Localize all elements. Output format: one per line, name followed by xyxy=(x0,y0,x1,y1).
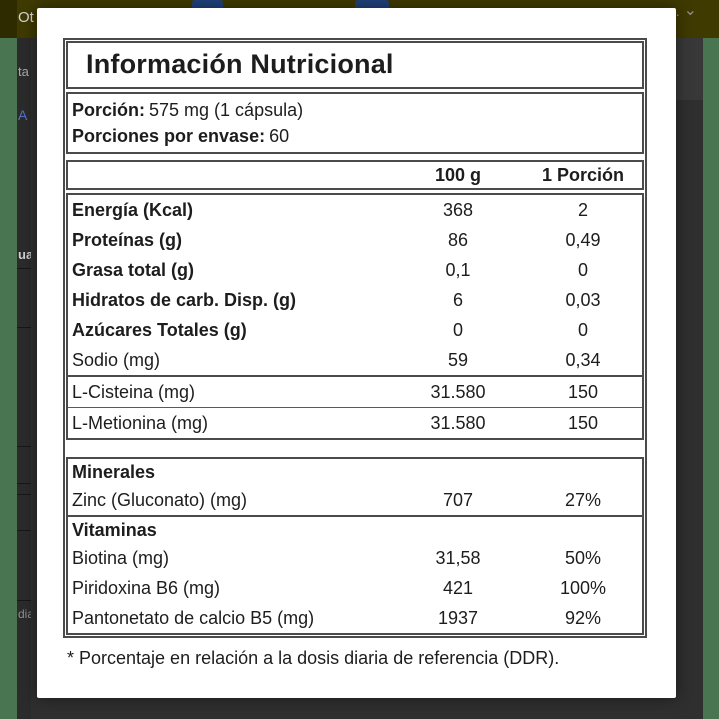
serving-info: Porción: 575 mg (1 cápsula) Porciones por… xyxy=(66,92,644,154)
nutrient-portion: 27% xyxy=(564,489,602,510)
nutrition-modal: Información Nutricional Porción: 575 mg (… xyxy=(37,8,676,698)
nutrient-per100: 707 xyxy=(442,489,474,510)
nutrient-label: Hidratos de carb. Disp. (g) xyxy=(72,289,297,310)
nutrition-title: Información Nutricional xyxy=(66,41,644,89)
nutrient-portion: 0 xyxy=(577,319,588,340)
column-header-per100: 100 g xyxy=(434,164,482,185)
section-header-row: Vitaminas xyxy=(68,515,642,543)
nutrient-label: Grasa total (g) xyxy=(72,259,195,280)
ddr-footnote: * Porcentaje en relación a la dosis diar… xyxy=(67,648,560,668)
table-row: L-Metionina (mg) 31.580 150 xyxy=(68,407,642,438)
nutrient-per100: 6 xyxy=(452,289,463,310)
divider xyxy=(17,530,31,531)
header-button[interactable] xyxy=(355,0,389,8)
divider xyxy=(17,483,31,484)
nutrient-portion: 92% xyxy=(564,607,602,628)
divider xyxy=(17,494,31,495)
main-nutrients-section: Energía (Kcal) 368 2 Proteínas (g) 86 0,… xyxy=(66,193,644,440)
nutrient-portion: 0,03 xyxy=(565,289,601,310)
page-text-fragment: dia xyxy=(18,607,31,621)
serving-size-value: 575 mg (1 cápsula) xyxy=(149,100,304,120)
nutrient-label: L-Metionina (mg) xyxy=(72,412,209,433)
divider xyxy=(17,446,31,447)
column-header-row: 100 g 1 Porción xyxy=(66,160,644,190)
divider xyxy=(17,327,31,328)
nutrient-per100: 421 xyxy=(442,577,474,598)
nutrient-label: Pantonetato de calcio B5 (mg) xyxy=(72,607,315,628)
servings-per-container-value: 60 xyxy=(269,126,290,146)
page-edge-left[interactable] xyxy=(0,36,17,719)
servings-per-container-line: Porciones por envase: 60 xyxy=(72,123,642,149)
table-row: Azúcares Totales (g) 0 0 xyxy=(68,315,642,345)
table-row: Piridoxina B6 (mg) 421 100% xyxy=(68,573,642,603)
table-row: Energía (Kcal) 368 2 xyxy=(68,195,642,225)
table-row: Sodio (mg) 59 0,34 xyxy=(68,345,642,375)
column-header-portion: 1 Porción xyxy=(541,164,625,185)
nutrient-per100: 0,1 xyxy=(445,259,471,280)
header-dot: . xyxy=(675,3,680,19)
nutrient-per100: 31.580 xyxy=(430,412,486,433)
nutrient-per100: 59 xyxy=(447,349,469,370)
nutrition-facts-table: Información Nutricional Porción: 575 mg (… xyxy=(63,38,647,638)
servings-per-container-label: Porciones por envase: xyxy=(72,126,266,146)
page-edge-right[interactable] xyxy=(703,28,719,719)
page-link-fragment: A xyxy=(18,107,28,123)
table-row: Proteínas (g) 86 0,49 xyxy=(68,225,642,255)
table-row: Zinc (Gluconato) (mg) 707 27% xyxy=(68,485,642,515)
divider xyxy=(17,600,31,601)
nutrient-portion: 150 xyxy=(567,412,599,433)
nutrient-label: L-Cisteina (mg) xyxy=(72,381,196,402)
nutrient-per100: 368 xyxy=(442,199,474,220)
serving-size-line: Porción: 575 mg (1 cápsula) xyxy=(72,97,642,123)
table-row: Biotina (mg) 31,58 50% xyxy=(68,543,642,573)
page-button-fragment: ual xyxy=(18,247,31,262)
table-row: Hidratos de carb. Disp. (g) 6 0,03 xyxy=(68,285,642,315)
chevron-down-icon[interactable]: ⌄ xyxy=(683,2,697,19)
nutrient-portion: 2 xyxy=(577,199,588,220)
nutrient-label: Piridoxina B6 (mg) xyxy=(72,577,221,598)
serving-size-label: Porción: xyxy=(72,100,146,120)
dimmed-page-content-left: ta A ual dia xyxy=(17,38,31,719)
minerals-vitamins-section: Minerales Zinc (Gluconato) (mg) 707 27% … xyxy=(66,457,644,635)
page-text-fragment: ta xyxy=(18,64,29,79)
header-text-fragment: Ot xyxy=(18,9,34,26)
nutrient-per100: 86 xyxy=(447,229,469,250)
nutrient-label: Zinc (Gluconato) (mg) xyxy=(72,489,248,510)
header-left-cap xyxy=(0,0,17,38)
nutrient-portion: 150 xyxy=(567,381,599,402)
nutrient-per100: 31,58 xyxy=(435,547,481,568)
nutrient-label: Azúcares Totales (g) xyxy=(72,319,247,340)
section-header-row: Minerales xyxy=(68,459,642,485)
nutrient-per100: 1937 xyxy=(437,607,479,628)
nutrient-label: Sodio (mg) xyxy=(72,349,161,370)
divider xyxy=(17,268,31,269)
dimmed-page-content-right xyxy=(676,32,703,100)
table-row: Grasa total (g) 0,1 0 xyxy=(68,255,642,285)
header-button[interactable] xyxy=(192,0,223,8)
nutrient-portion: 100% xyxy=(559,577,607,598)
nutrient-per100: 31.580 xyxy=(430,381,486,402)
nutrient-portion: 50% xyxy=(564,547,602,568)
nutrient-label: Biotina (mg) xyxy=(72,547,170,568)
nutrient-label: Energía (Kcal) xyxy=(72,199,194,220)
nutrient-portion: 0,49 xyxy=(565,229,601,250)
nutrient-portion: 0,34 xyxy=(565,349,601,370)
section-label: Vitaminas xyxy=(72,519,157,540)
nutrient-portion: 0 xyxy=(577,259,588,280)
table-row: Pantonetato de calcio B5 (mg) 1937 92% xyxy=(68,603,642,633)
table-row: L-Cisteina (mg) 31.580 150 xyxy=(68,375,642,407)
nutrient-label: Proteínas (g) xyxy=(72,229,183,250)
nutrient-per100: 0 xyxy=(452,319,463,340)
section-label: Minerales xyxy=(72,461,156,482)
